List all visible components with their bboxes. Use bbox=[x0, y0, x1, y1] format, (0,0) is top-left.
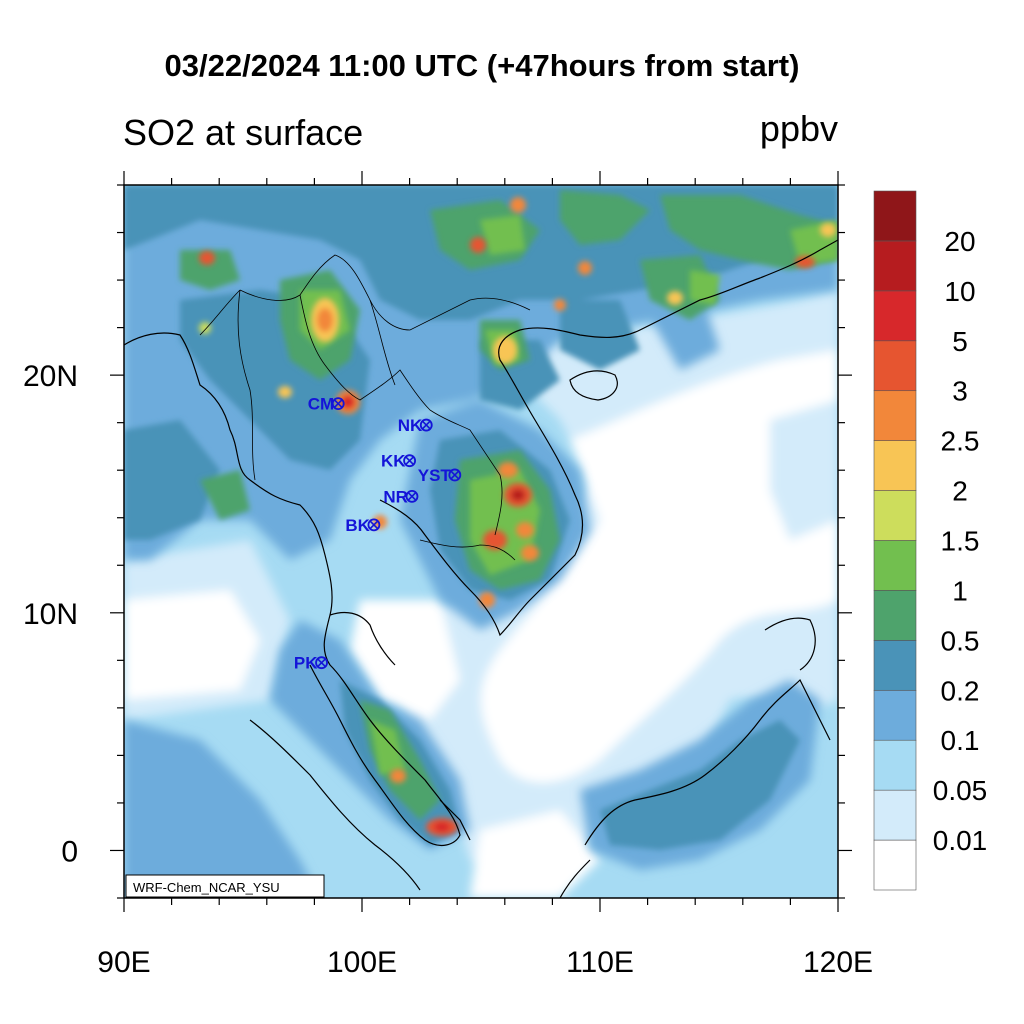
colorbar-label: 0.01 bbox=[933, 825, 988, 856]
station-bk: BK bbox=[345, 516, 381, 535]
colorbar-bin bbox=[873, 789, 917, 841]
y-tick-label: 0 bbox=[61, 835, 78, 868]
station-label: KK bbox=[381, 452, 406, 471]
x-tick-label: 120E bbox=[803, 946, 873, 979]
station-pk: PK bbox=[294, 654, 328, 673]
colorbar-label: 0.2 bbox=[941, 675, 980, 706]
station-label: BK bbox=[345, 516, 370, 535]
station-markers: CM NK KK YST NR BK PK bbox=[294, 395, 462, 673]
colorbar-label: 2.5 bbox=[941, 426, 980, 457]
station-yst: YST bbox=[418, 466, 462, 485]
colorbar-label: 0.5 bbox=[941, 625, 980, 656]
model-credit: WRF-Chem_NCAR_YSU bbox=[133, 880, 280, 895]
colorbar-bin bbox=[873, 440, 917, 491]
colorbar-bin bbox=[873, 540, 917, 591]
colorbar-label: 0.1 bbox=[941, 725, 980, 756]
station-marker-icon bbox=[331, 397, 345, 411]
x-tick-label: 90E bbox=[97, 946, 150, 979]
colorbar-bin bbox=[873, 490, 917, 541]
station-label: CM bbox=[308, 395, 334, 414]
colorbar-bin bbox=[873, 290, 917, 342]
variable-label: SO2 at surface bbox=[123, 112, 364, 153]
station-cm: CM bbox=[308, 395, 345, 414]
station-nr: NR bbox=[383, 487, 419, 506]
station-marker-icon bbox=[448, 468, 462, 482]
colorbar-bin bbox=[873, 340, 917, 392]
station-marker-icon bbox=[403, 454, 417, 468]
colorbar-label: 1.5 bbox=[941, 526, 980, 557]
colorbar-bin bbox=[873, 240, 917, 292]
colorbar-bin bbox=[873, 839, 917, 891]
colorbar-bin bbox=[873, 190, 917, 242]
coastlines bbox=[124, 239, 838, 898]
station-marker-icon bbox=[315, 656, 328, 670]
colorbar-bin bbox=[873, 739, 917, 791]
y-tick-label: 20N bbox=[23, 360, 78, 393]
colorbar-bin bbox=[873, 640, 917, 691]
country-borders bbox=[199, 254, 531, 561]
x-tick-label: 100E bbox=[327, 946, 397, 979]
colorbar: 0.01 0.05 0.1 0.2 0.5 1 1.5 2 2.5 3 5 10 20 bbox=[873, 190, 988, 891]
colorbar-label: 2 bbox=[952, 476, 968, 507]
axis-ticks bbox=[110, 171, 852, 912]
station-label: PK bbox=[294, 654, 318, 673]
colorbar-bin bbox=[873, 390, 917, 441]
colorbar-bin bbox=[873, 689, 917, 741]
colorbar-label: 0.05 bbox=[933, 775, 988, 806]
axis-tick-labels: 90E 100E 110E 120E 20N 10N 0 bbox=[23, 360, 873, 979]
station-kk: KK bbox=[381, 452, 417, 471]
colorbar-label: 20 bbox=[944, 226, 975, 257]
so2-concentration-field: WRF-Chem_NCAR_YSU bbox=[124, 185, 838, 898]
y-tick-label: 10N bbox=[23, 598, 78, 631]
station-marker-icon bbox=[405, 489, 419, 503]
colorbar-label: 10 bbox=[944, 276, 975, 307]
map-frame bbox=[123, 184, 839, 899]
station-marker-icon bbox=[367, 518, 381, 532]
station-marker-icon bbox=[419, 418, 433, 432]
station-label: YST bbox=[418, 466, 452, 485]
x-tick-label: 110E bbox=[566, 946, 634, 979]
station-nk: NK bbox=[398, 416, 433, 435]
station-label: NK bbox=[398, 416, 423, 435]
colorbar-bin bbox=[873, 590, 917, 641]
station-label: NR bbox=[383, 487, 408, 506]
colorbar-label: 3 bbox=[952, 376, 968, 407]
colorbar-label: 5 bbox=[952, 326, 968, 357]
map-title: 03/22/2024 11:00 UTC (+47hours from star… bbox=[164, 48, 800, 83]
units-label: ppbv bbox=[759, 108, 838, 149]
colorbar-label: 1 bbox=[952, 575, 968, 606]
